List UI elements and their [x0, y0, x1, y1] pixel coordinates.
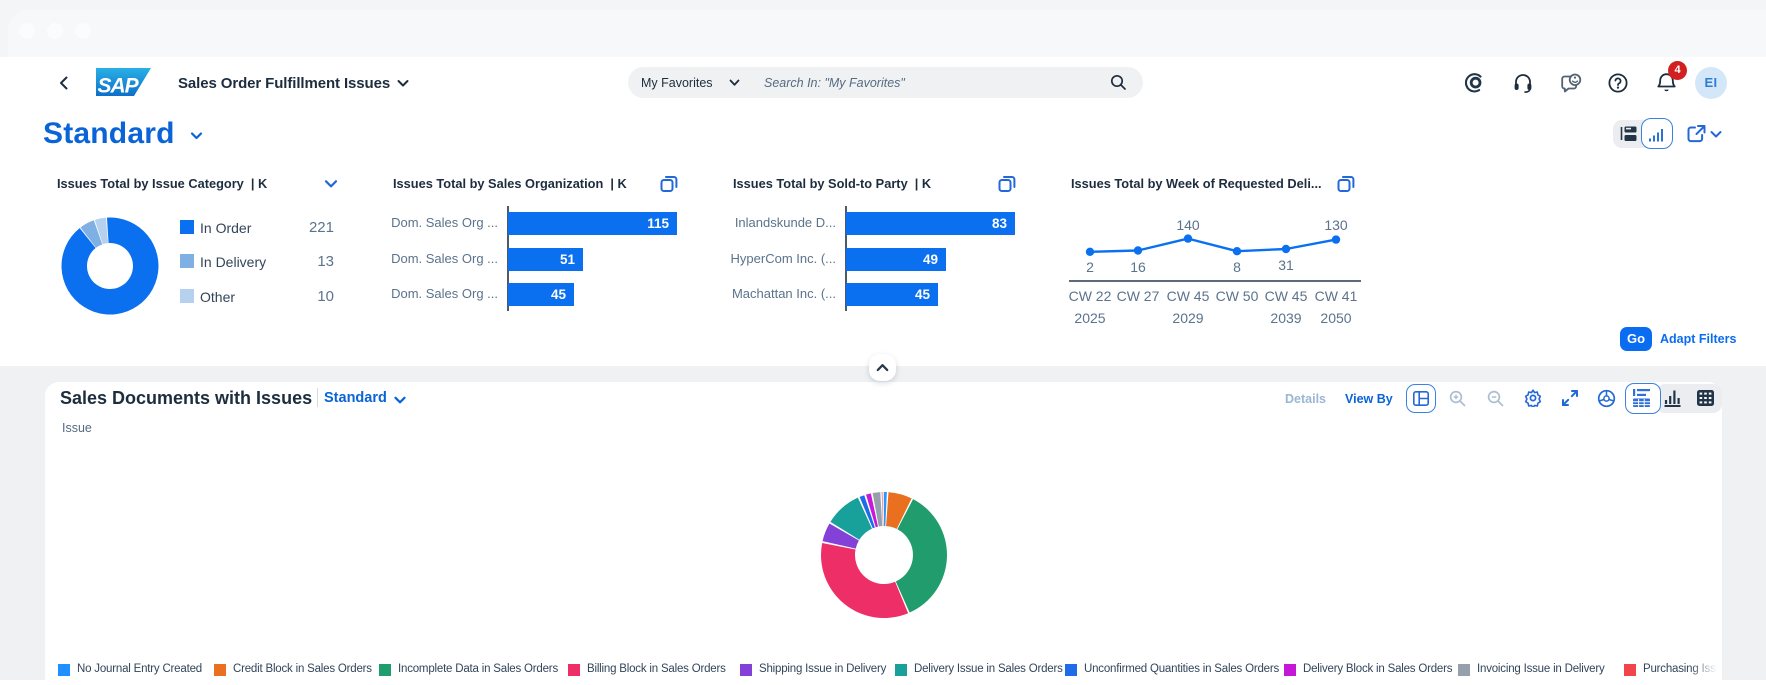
svg-text:SAP: SAP [98, 75, 140, 97]
